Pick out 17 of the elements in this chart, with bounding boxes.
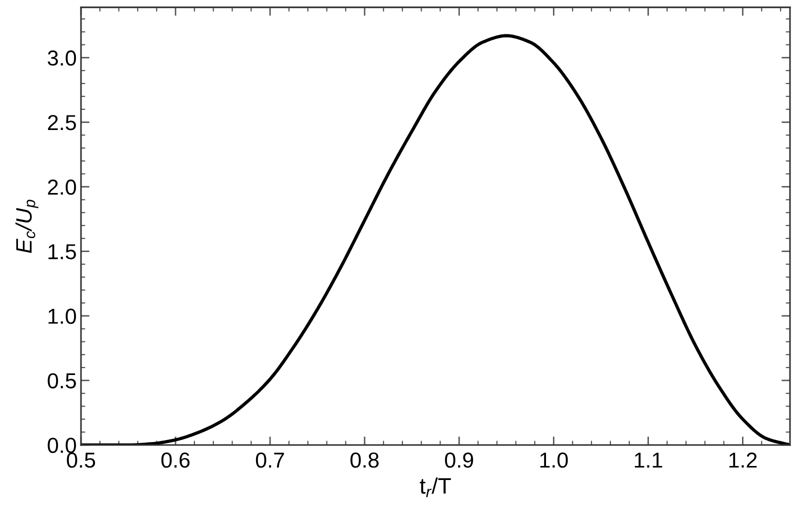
x-tick-label: 0.5 — [66, 452, 96, 468]
y-tick-label: 1.0 — [48, 308, 76, 324]
x-tick-label: 1.1 — [634, 452, 662, 468]
y-tick-label: 0.5 — [48, 373, 76, 388]
x-tick-label: 1.0 — [540, 452, 568, 468]
x-axis-title: t$_{r}$/T — [420, 477, 451, 498]
y-tick-label: 1.5 — [48, 244, 76, 260]
x-tick-label: 0.6 — [161, 452, 190, 468]
y-axis-title: E$_{c}$/U$_{p}$ — [15, 200, 38, 254]
x-tick-label: 0.8 — [350, 452, 379, 468]
x-tick-label: 0.9 — [445, 452, 474, 468]
y-tick-label: 2.5 — [48, 114, 76, 130]
x-tick-label: 0.7 — [256, 452, 284, 468]
y-tick-label: 3.0 — [48, 50, 76, 66]
y-tick-label: 0.0 — [48, 438, 76, 454]
y-tick-label: 2.0 — [48, 180, 76, 195]
x-tick-label: 1.2 — [729, 452, 757, 468]
